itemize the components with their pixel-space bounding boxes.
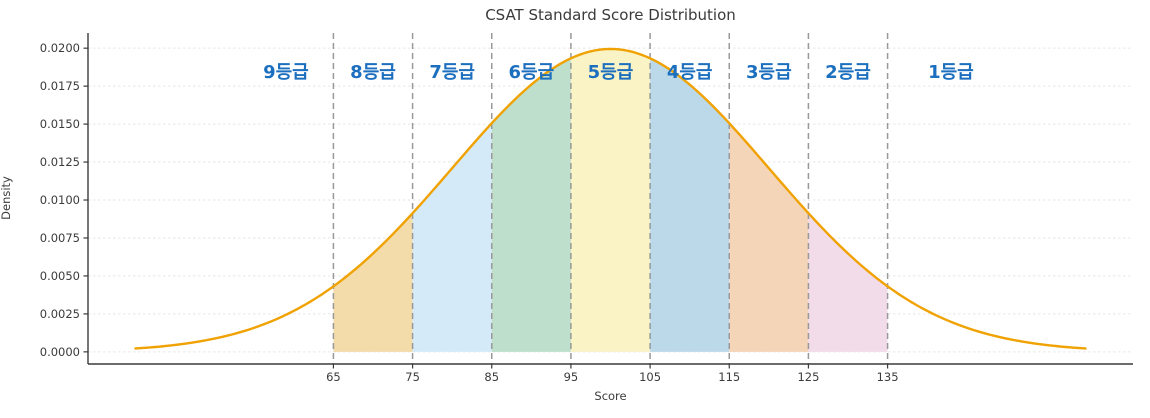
grade-region-fill [729, 123, 809, 352]
y-tick-label: 0.0200 [40, 41, 80, 55]
y-tick-label: 0.0075 [40, 231, 80, 245]
x-tick-label: 65 [326, 370, 341, 384]
grade-region-fill [412, 123, 492, 352]
grade-region-label: 8등급 [350, 62, 396, 83]
x-tick-label: 85 [484, 370, 499, 384]
y-tick-label: 0.0050 [40, 269, 80, 283]
y-tick-label: 0.0175 [40, 79, 80, 93]
grade-region-label: 6등급 [509, 62, 555, 83]
y-tick-label: 0.0100 [40, 193, 80, 207]
chart-title: CSAT Standard Score Distribution [485, 6, 736, 24]
grade-region-fill [808, 213, 888, 352]
grade-region-fill [491, 58, 571, 352]
x-tick-label: 115 [718, 370, 740, 384]
y-tick-label: 0.0025 [40, 307, 80, 321]
grade-region-fill [333, 213, 413, 352]
density-curve [134, 47, 1087, 350]
grade-region-label: 2등급 [825, 62, 871, 83]
grade-region-label: 1등급 [928, 62, 974, 83]
grade-region-label: 3등급 [746, 62, 792, 83]
grade-region-label: 9등급 [263, 62, 309, 83]
grade-region-label: 4등급 [667, 62, 713, 83]
grade-region-fill [570, 48, 651, 352]
x-axis-label: Score [594, 389, 627, 403]
x-tick-label: 135 [877, 370, 899, 384]
y-tick-label: 0.0125 [40, 155, 80, 169]
grade-region-label: 5등급 [588, 62, 634, 83]
x-tick-label: 125 [797, 370, 819, 384]
grade-region-label: 7등급 [429, 62, 475, 83]
x-tick-label: 105 [639, 370, 661, 384]
y-axis-label: Density [0, 176, 13, 220]
x-tick-label: 75 [405, 370, 420, 384]
y-tick-label: 0.0000 [40, 345, 80, 359]
x-tick-label: 95 [564, 370, 579, 384]
y-tick-label: 0.0150 [40, 117, 80, 131]
grade-region-fill [650, 58, 730, 352]
